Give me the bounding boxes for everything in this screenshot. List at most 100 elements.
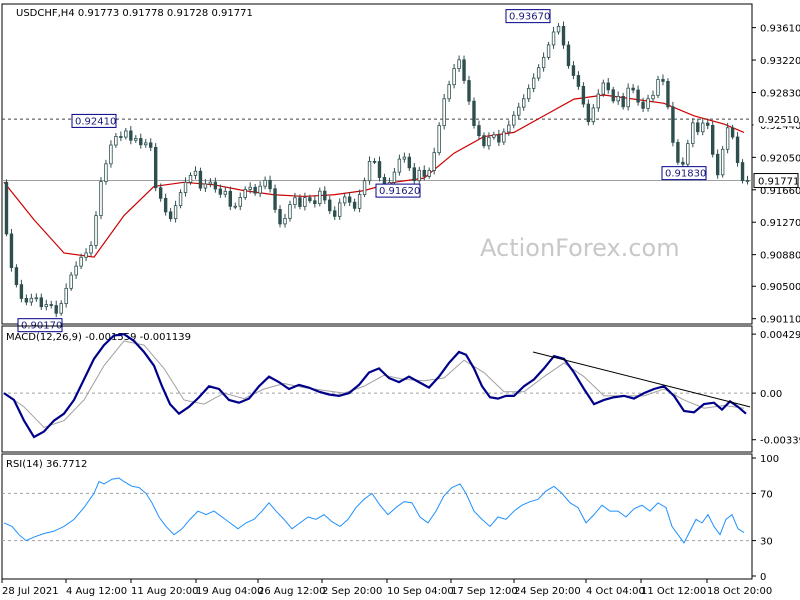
candle-body <box>208 181 213 185</box>
candle-body <box>601 82 605 95</box>
candle-body <box>591 107 596 123</box>
price-annotation-box <box>71 113 117 128</box>
candle-body <box>636 89 640 103</box>
candle-body <box>298 197 302 207</box>
candle-body <box>64 287 68 304</box>
candle-body <box>397 158 402 173</box>
candle-body <box>218 188 223 195</box>
candle-body <box>517 106 521 116</box>
candle-body <box>671 106 675 143</box>
candle-body <box>437 125 441 154</box>
candle-body <box>646 98 650 109</box>
candle-body <box>139 138 143 146</box>
candle-body <box>168 211 173 220</box>
candle-body <box>318 190 322 204</box>
candle-body <box>432 152 436 171</box>
candle-body <box>114 136 118 146</box>
candle-body <box>691 122 695 144</box>
candle-body <box>626 87 630 108</box>
candle-body <box>641 101 645 109</box>
candle-body <box>198 170 203 189</box>
candle-body <box>258 185 262 194</box>
candle-body <box>477 125 481 137</box>
rsi-tick-label: 100 <box>760 454 779 465</box>
candle-body <box>149 142 153 148</box>
candle-body <box>651 94 655 100</box>
candle-body <box>571 65 576 76</box>
candle-body <box>686 143 690 165</box>
candle-body <box>417 169 421 182</box>
candle-body <box>631 87 635 91</box>
candle-body <box>402 156 407 160</box>
candle-body <box>337 202 342 217</box>
candle-body <box>661 79 665 82</box>
candle-body <box>39 297 43 308</box>
candle-body <box>153 146 158 189</box>
time-tick-label: 4 Oct 04:00 <box>586 586 645 597</box>
candle-body <box>54 305 58 314</box>
macd-tick-label: 0.00 <box>760 389 782 400</box>
macd-panel[interactable]: MACD(12,26,9) -0.001559 -0.001139 0.0042… <box>1 325 800 453</box>
candle-body <box>84 252 88 258</box>
candle-body <box>273 188 277 210</box>
candle-body <box>561 26 566 46</box>
candle-body <box>606 82 610 91</box>
candle-body <box>263 179 267 187</box>
candle-body <box>681 161 685 165</box>
price-annotation-label: 0.91830 <box>665 169 706 180</box>
price-header: USDCHF,H4 0.91773 0.91778 0.91728 0.9177… <box>16 8 253 19</box>
candle-body <box>69 274 73 289</box>
candle-body <box>656 79 660 96</box>
candle-body <box>576 75 581 87</box>
rsi-line <box>3 477 745 544</box>
rsi-panel[interactable]: RSI(14) 36.7712 100 70 30 0 <box>1 453 779 583</box>
candle-body <box>24 298 29 303</box>
candle-body <box>447 84 451 100</box>
price-level-box <box>753 173 799 189</box>
candle-body <box>14 267 19 286</box>
time-tick-label: 28 Jul 2021 <box>2 586 59 597</box>
candle-body <box>233 205 237 208</box>
candle-body <box>407 156 412 169</box>
macd-line <box>3 332 747 439</box>
candle-body <box>616 96 620 102</box>
candle-body <box>556 26 561 33</box>
candle-body <box>347 196 352 203</box>
price-level-box <box>753 111 799 127</box>
candle-body <box>730 127 735 138</box>
macd-panel-frame <box>1 325 753 453</box>
candle-body <box>188 174 193 183</box>
candle-body <box>720 148 725 176</box>
candle-body <box>522 98 526 108</box>
candle-body <box>163 197 168 213</box>
candle-body <box>89 244 93 254</box>
candle-body <box>313 200 317 204</box>
candle-body <box>372 160 377 163</box>
price-tick-label: 0.93610 <box>760 24 800 35</box>
time-tick-label: 4 Aug 12:00 <box>66 586 127 597</box>
candle-body <box>482 135 486 147</box>
price-panel[interactable]: USDCHF,H4 0.91773 0.91778 0.91728 0.9177… <box>1 3 800 333</box>
candle-body <box>248 186 252 190</box>
candle-body <box>328 199 332 212</box>
candle-body <box>526 87 531 100</box>
price-annotation-label: 0.91620 <box>379 186 420 197</box>
candle-body <box>183 181 188 194</box>
macd-tick-label: 0.004299 <box>760 330 800 341</box>
price-tick-label: 0.93220 <box>760 56 800 67</box>
candle-body <box>104 163 108 182</box>
candle-body <box>34 297 39 300</box>
candle-body <box>228 190 232 207</box>
candle-body <box>462 59 466 81</box>
candle-body <box>323 190 327 201</box>
candle-body <box>213 181 218 190</box>
candle-body <box>452 68 456 86</box>
candle-body <box>44 304 48 308</box>
candle-body <box>457 59 461 70</box>
macd-tick-label: -0.003396 <box>760 436 800 447</box>
candle-body <box>203 183 208 189</box>
candle-body <box>357 194 362 209</box>
price-level-label: 0.91771 <box>758 177 799 188</box>
